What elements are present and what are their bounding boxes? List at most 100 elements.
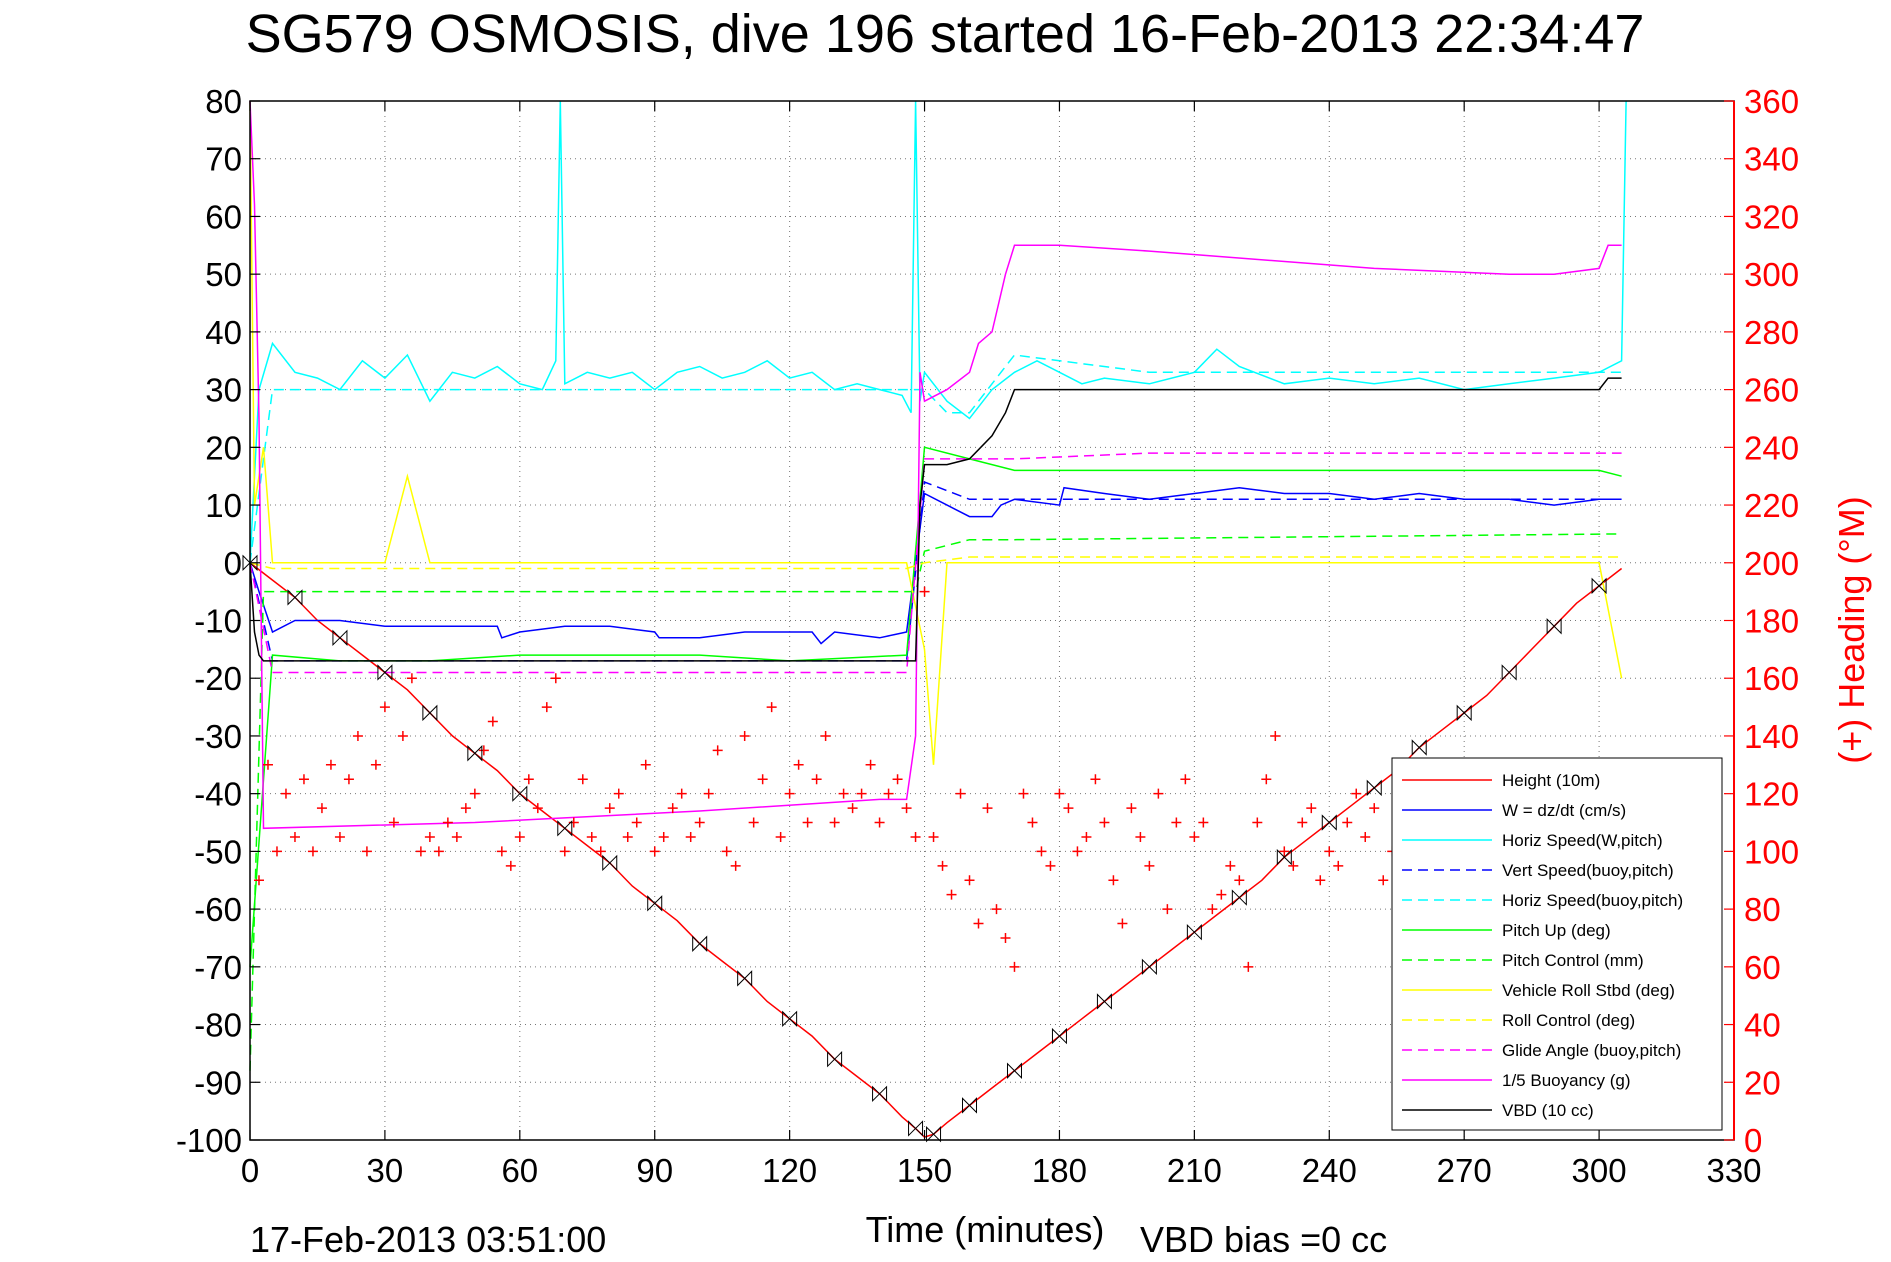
legend-label: Vehicle Roll Stbd (deg) xyxy=(1502,981,1675,1000)
footer-timestamp: 17-Feb-2013 03:51:00 xyxy=(250,1219,606,1260)
legend-label: Horiz Speed(W,pitch) xyxy=(1502,831,1663,850)
y-tick-label: -80 xyxy=(194,1007,242,1044)
heading-point xyxy=(514,831,525,842)
heading-point xyxy=(1027,817,1038,828)
heading-point xyxy=(550,673,561,684)
heading-point xyxy=(1153,788,1164,799)
heading-point xyxy=(262,759,273,770)
heading-point xyxy=(910,831,921,842)
heading-point xyxy=(1189,831,1200,842)
heading-point xyxy=(955,788,966,799)
heading-point xyxy=(685,831,696,842)
heading-point xyxy=(334,831,345,842)
heading-point xyxy=(1225,860,1236,871)
heading-point xyxy=(1171,817,1182,828)
heading-point xyxy=(892,774,903,785)
heading-point xyxy=(271,846,282,857)
right-y-axis-label: (+) Heading (°M) xyxy=(1831,496,1872,763)
heading-point xyxy=(667,803,678,814)
y2-tick-label: 320 xyxy=(1744,198,1799,235)
heading-point xyxy=(586,831,597,842)
heading-point xyxy=(1018,788,1029,799)
height-marker xyxy=(872,1085,888,1103)
height-marker xyxy=(1231,889,1247,906)
height-marker xyxy=(1321,814,1337,831)
heading-point xyxy=(523,774,534,785)
y-tick-label: -30 xyxy=(194,718,242,755)
heading-point xyxy=(1207,904,1218,915)
heading-point xyxy=(1000,932,1011,943)
heading-point xyxy=(1342,817,1353,828)
y-tick-label: -90 xyxy=(194,1064,242,1101)
heading-point xyxy=(649,846,660,857)
series-3 xyxy=(249,480,1622,662)
legend-label: Pitch Control (mm) xyxy=(1502,951,1644,970)
series-line xyxy=(249,452,1622,674)
heading-point xyxy=(856,788,867,799)
heading-point xyxy=(928,831,939,842)
heading-point xyxy=(316,803,327,814)
heading-point xyxy=(424,831,435,842)
heading-point xyxy=(874,817,885,828)
y2-tick-label: 220 xyxy=(1744,487,1799,524)
heading-point xyxy=(280,788,291,799)
y2-tick-label: 360 xyxy=(1744,83,1799,120)
heading-point xyxy=(676,788,687,799)
heading-point xyxy=(415,846,426,857)
heading-point xyxy=(1288,860,1299,871)
heading-point xyxy=(1099,817,1110,828)
heading-point xyxy=(1315,875,1326,886)
legend-box xyxy=(1391,757,1723,1131)
heading-point xyxy=(739,730,750,741)
y-tick-label: 40 xyxy=(205,314,242,351)
height-marker xyxy=(332,629,348,647)
heading-point xyxy=(838,788,849,799)
x-tick-label: 30 xyxy=(367,1152,404,1189)
heading-point xyxy=(784,788,795,799)
legend-label: Vert Speed(buoy,pitch) xyxy=(1502,861,1674,880)
x-tick-label: 120 xyxy=(762,1152,817,1189)
y-tick-label: 10 xyxy=(205,487,242,524)
height-marker xyxy=(647,895,663,912)
y2-tick-label: 60 xyxy=(1744,949,1781,986)
height-marker xyxy=(782,1010,798,1027)
series-9 xyxy=(249,452,1622,674)
height-marker xyxy=(602,854,618,872)
y-tick-label: -70 xyxy=(194,949,242,986)
y2-tick-label: 100 xyxy=(1744,833,1799,870)
heading-point xyxy=(1279,846,1290,857)
series-12 xyxy=(253,586,1416,972)
y2-tick-label: 0 xyxy=(1744,1122,1762,1159)
height-marker xyxy=(827,1050,843,1068)
heading-point xyxy=(1270,730,1281,741)
heading-point xyxy=(1144,860,1155,871)
height-marker xyxy=(1006,1062,1022,1079)
height-marker xyxy=(1456,704,1472,722)
heading-point xyxy=(1108,875,1119,886)
x-axis-label: Time (minutes) xyxy=(866,1209,1105,1250)
y2-tick-label: 260 xyxy=(1744,372,1799,409)
heading-point xyxy=(433,846,444,857)
heading-point xyxy=(613,788,624,799)
y2-tick-label: 20 xyxy=(1744,1064,1781,1101)
height-marker xyxy=(1186,923,1202,941)
y-tick-label: -60 xyxy=(194,891,242,928)
legend-label: W = dz/dt (cm/s) xyxy=(1502,801,1626,820)
heading-point xyxy=(379,702,390,713)
heading-point xyxy=(1135,831,1146,842)
heading-point xyxy=(496,846,507,857)
heading-point xyxy=(703,788,714,799)
heading-point xyxy=(325,759,336,770)
series-line xyxy=(249,556,1622,570)
heading-point xyxy=(253,875,264,886)
heading-point xyxy=(595,846,606,857)
y-tick-label: 30 xyxy=(205,372,242,409)
height-marker xyxy=(557,820,573,837)
heading-point xyxy=(946,889,957,900)
height-marker xyxy=(737,970,753,987)
height-marker xyxy=(512,785,528,802)
legend-label: Pitch Up (deg) xyxy=(1502,921,1611,940)
y-tick-label: -50 xyxy=(194,833,242,870)
heading-point xyxy=(1234,875,1245,886)
heading-point xyxy=(1378,875,1389,886)
